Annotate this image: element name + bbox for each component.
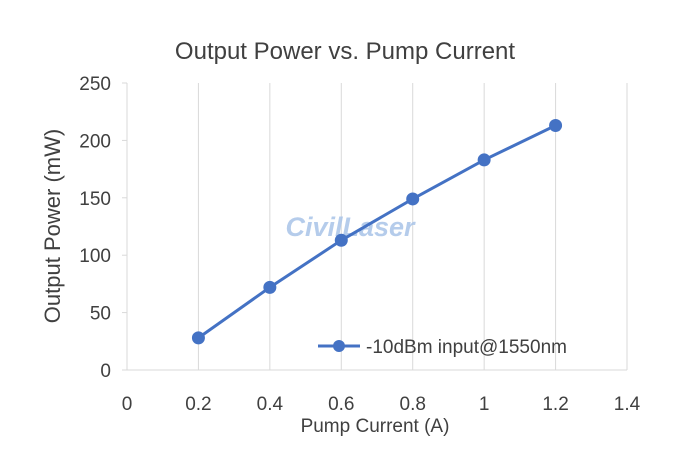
y-axis-label: Output Power (mW) (40, 129, 65, 323)
data-point (406, 192, 420, 206)
series (191, 118, 563, 345)
data-point (191, 331, 205, 345)
y-tick-label: 150 (79, 189, 111, 210)
watermark: CivilLaser (285, 212, 416, 242)
axes (122, 82, 627, 371)
x-tick-label: 1 (479, 394, 490, 415)
data-point (334, 233, 348, 247)
x-tick-label: 0 (122, 394, 133, 415)
tick-labels: 0 0.2 0.4 0.6 0.8 1 1.2 1.4 0 50 100 150 200 250 (79, 74, 640, 415)
data-point (549, 118, 563, 132)
x-tick-label: 0.2 (185, 394, 211, 415)
x-axis-label: Pump Current (A) (301, 416, 450, 437)
series-line (197, 124, 557, 340)
x-tick-label: 0.8 (400, 394, 426, 415)
x-tick-label: 1.4 (614, 394, 641, 415)
x-tick-label: 1.2 (542, 394, 568, 415)
chart-title: Output Power vs. Pump Current (175, 38, 515, 65)
x-tick-label: 0.6 (328, 394, 354, 415)
data-point (263, 280, 277, 294)
y-tick-label: 100 (79, 246, 111, 267)
legend-label: -10dBm input@1550nm (366, 337, 567, 358)
legend-marker (333, 340, 345, 352)
y-tick-label: 250 (79, 74, 111, 95)
data-point (477, 153, 491, 167)
legend: -10dBm input@1550nm (318, 337, 567, 358)
y-tick-label: 50 (90, 304, 111, 325)
x-tick-label: 0.4 (257, 394, 284, 415)
y-tick-label: 200 (79, 131, 111, 152)
y-tick-label: 0 (100, 361, 111, 382)
